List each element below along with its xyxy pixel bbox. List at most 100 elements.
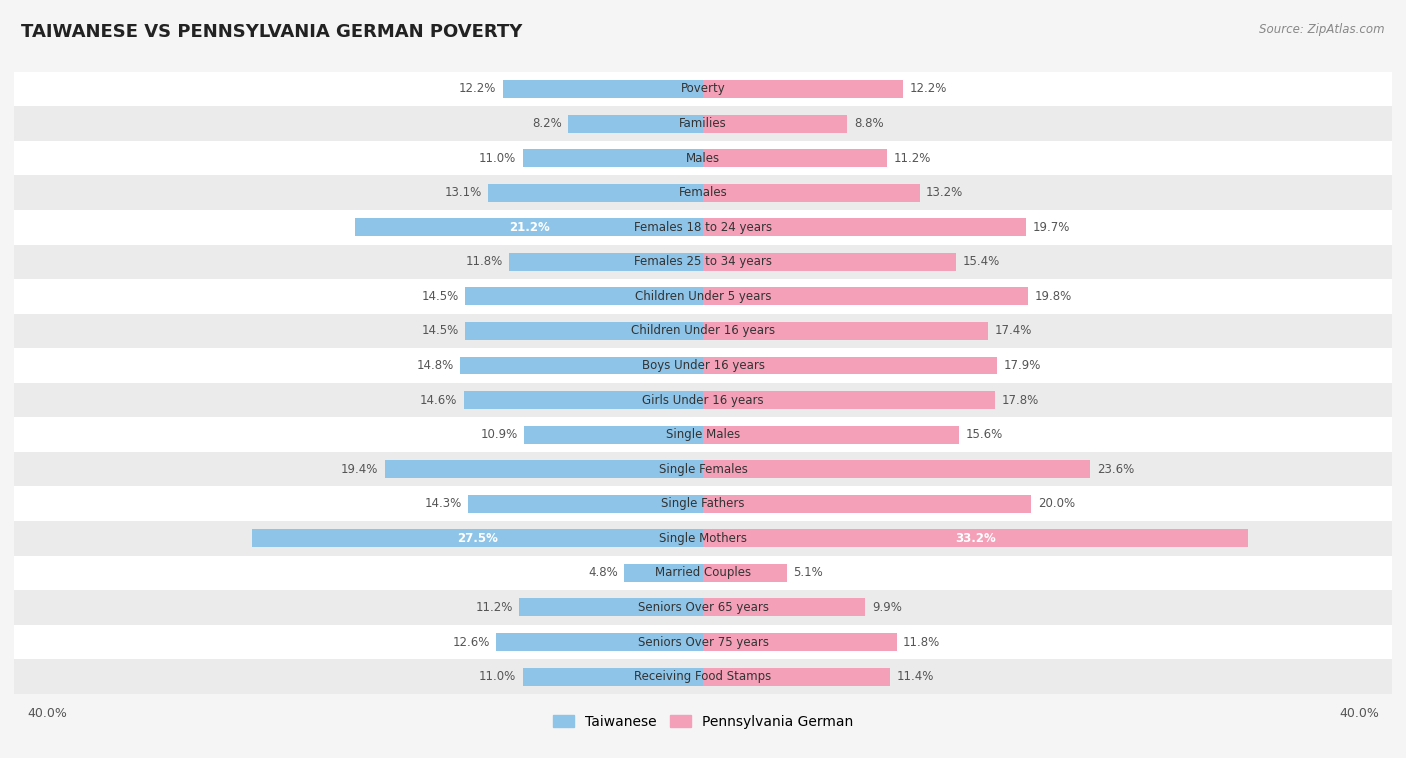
Text: 19.4%: 19.4% (340, 462, 378, 476)
Text: 17.9%: 17.9% (1004, 359, 1040, 372)
Text: 17.4%: 17.4% (995, 324, 1032, 337)
Bar (703, 80, 903, 98)
Text: 11.2%: 11.2% (475, 601, 513, 614)
Text: 27.5%: 27.5% (457, 532, 498, 545)
Bar (0, 141, 1406, 175)
Text: 5.1%: 5.1% (793, 566, 823, 579)
Text: 11.0%: 11.0% (479, 670, 516, 683)
Text: 14.3%: 14.3% (425, 497, 461, 510)
Bar (703, 114, 848, 133)
Text: Single Fathers: Single Fathers (661, 497, 745, 510)
Text: 14.5%: 14.5% (422, 290, 458, 303)
Bar (519, 599, 703, 616)
Bar (0, 659, 1406, 694)
Text: 15.6%: 15.6% (966, 428, 1002, 441)
Text: Girls Under 16 years: Girls Under 16 years (643, 393, 763, 406)
Bar (524, 426, 703, 443)
Bar (0, 556, 1406, 590)
Text: 10.9%: 10.9% (481, 428, 517, 441)
Bar (0, 279, 1406, 314)
Bar (703, 356, 997, 374)
Text: 14.6%: 14.6% (419, 393, 457, 406)
Bar (0, 210, 1406, 245)
Bar (523, 668, 703, 685)
Text: 9.9%: 9.9% (872, 601, 901, 614)
Text: Families: Families (679, 117, 727, 130)
Text: Females: Females (679, 186, 727, 199)
Text: Males: Males (686, 152, 720, 164)
Bar (464, 391, 703, 409)
Bar (0, 72, 1406, 106)
Bar (0, 348, 1406, 383)
Text: Poverty: Poverty (681, 83, 725, 96)
Bar (703, 668, 890, 685)
Text: 14.8%: 14.8% (416, 359, 454, 372)
Text: 15.4%: 15.4% (962, 255, 1000, 268)
Bar (0, 521, 1406, 556)
Text: 12.2%: 12.2% (458, 83, 496, 96)
Text: 13.2%: 13.2% (927, 186, 963, 199)
Bar (703, 253, 956, 271)
Bar (703, 391, 995, 409)
Text: 20.0%: 20.0% (1038, 497, 1074, 510)
Bar (503, 80, 703, 98)
Text: Source: ZipAtlas.com: Source: ZipAtlas.com (1260, 23, 1385, 36)
Bar (0, 452, 1406, 487)
Text: Single Females: Single Females (658, 462, 748, 476)
Text: 21.2%: 21.2% (509, 221, 550, 233)
Text: 8.2%: 8.2% (533, 117, 562, 130)
Text: 13.1%: 13.1% (444, 186, 481, 199)
Bar (703, 218, 1026, 236)
Bar (703, 633, 897, 651)
Text: Females 18 to 24 years: Females 18 to 24 years (634, 221, 772, 233)
Bar (0, 245, 1406, 279)
Text: 14.5%: 14.5% (422, 324, 458, 337)
Bar (0, 487, 1406, 521)
Text: 8.8%: 8.8% (853, 117, 883, 130)
Text: 12.2%: 12.2% (910, 83, 948, 96)
Bar (0, 314, 1406, 348)
Text: 12.6%: 12.6% (453, 635, 489, 649)
Bar (624, 564, 703, 582)
Bar (0, 625, 1406, 659)
Bar (0, 106, 1406, 141)
Text: Single Mothers: Single Mothers (659, 532, 747, 545)
Bar (356, 218, 703, 236)
Bar (568, 114, 703, 133)
Text: TAIWANESE VS PENNSYLVANIA GERMAN POVERTY: TAIWANESE VS PENNSYLVANIA GERMAN POVERTY (21, 23, 523, 41)
Bar (703, 529, 1247, 547)
Bar (252, 529, 703, 547)
Text: Females 25 to 34 years: Females 25 to 34 years (634, 255, 772, 268)
Bar (703, 287, 1028, 305)
Text: 17.8%: 17.8% (1001, 393, 1039, 406)
Bar (703, 426, 959, 443)
Text: Single Males: Single Males (666, 428, 740, 441)
Bar (703, 322, 988, 340)
Bar (0, 418, 1406, 452)
Bar (460, 356, 703, 374)
Bar (385, 460, 703, 478)
Bar (703, 183, 920, 202)
Bar (488, 183, 703, 202)
Text: Seniors Over 65 years: Seniors Over 65 years (637, 601, 769, 614)
Text: 11.8%: 11.8% (465, 255, 503, 268)
Bar (703, 149, 887, 167)
Text: 11.2%: 11.2% (893, 152, 931, 164)
Legend: Taiwanese, Pennsylvania German: Taiwanese, Pennsylvania German (547, 709, 859, 735)
Text: Children Under 16 years: Children Under 16 years (631, 324, 775, 337)
Bar (496, 633, 703, 651)
Text: 11.0%: 11.0% (479, 152, 516, 164)
Text: Children Under 5 years: Children Under 5 years (634, 290, 772, 303)
Bar (703, 495, 1031, 512)
Text: 4.8%: 4.8% (588, 566, 617, 579)
Text: 23.6%: 23.6% (1097, 462, 1133, 476)
Bar (465, 287, 703, 305)
Text: 19.8%: 19.8% (1035, 290, 1071, 303)
Bar (523, 149, 703, 167)
Text: 19.7%: 19.7% (1032, 221, 1070, 233)
Bar (703, 564, 787, 582)
Text: Married Couples: Married Couples (655, 566, 751, 579)
Text: Boys Under 16 years: Boys Under 16 years (641, 359, 765, 372)
Bar (468, 495, 703, 512)
Bar (0, 383, 1406, 418)
